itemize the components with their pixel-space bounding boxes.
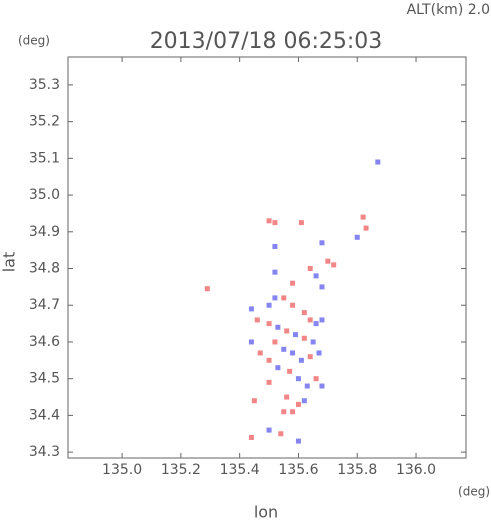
x-tick-label: 135.6 — [278, 462, 318, 478]
echo-point — [295, 438, 301, 444]
echo-point — [287, 368, 293, 374]
echo-point — [281, 409, 287, 415]
echo-point — [360, 214, 366, 220]
plot-frame — [67, 56, 467, 459]
echo-point — [251, 398, 257, 404]
y-tick-label: 34.5 — [29, 371, 60, 387]
echo-point — [248, 339, 254, 345]
y-tick-label: 34.4 — [29, 407, 60, 423]
y-axis-label: lat — [0, 252, 19, 273]
echo-point — [301, 310, 307, 316]
echo-point — [275, 324, 281, 330]
echo-point — [272, 243, 278, 249]
echo-point — [257, 350, 263, 356]
y-unit: (deg) — [18, 34, 50, 48]
x-tick-label: 135.8 — [337, 462, 377, 478]
echo-point — [281, 346, 287, 352]
echo-point — [316, 350, 322, 356]
echo-point — [310, 339, 316, 345]
echo-point — [319, 240, 325, 246]
echo-point — [301, 398, 307, 404]
echo-point — [301, 335, 307, 341]
echo-point — [248, 306, 254, 312]
echo-point — [298, 357, 304, 363]
chart-title: 2013/07/18 06:25:03 — [150, 29, 383, 54]
echo-point — [375, 159, 381, 165]
echo-point — [266, 357, 272, 363]
x-axis-label: lon — [254, 503, 278, 521]
echo-point — [298, 220, 304, 226]
echo-point — [319, 383, 325, 389]
echo-point — [248, 434, 254, 440]
y-tick-label: 35.0 — [29, 187, 60, 203]
echo-point — [319, 284, 325, 290]
echo-point — [290, 280, 296, 286]
echo-point — [272, 339, 278, 345]
echo-point — [284, 328, 290, 334]
echo-point — [319, 317, 325, 323]
x-unit: (deg) — [458, 485, 490, 499]
echo-point — [331, 262, 337, 268]
echo-point — [278, 431, 284, 437]
echo-point — [254, 317, 260, 323]
x-tick-label: 135.2 — [161, 462, 201, 478]
x-tick-label: 136.0 — [396, 462, 436, 478]
echo-point — [295, 401, 301, 407]
y-tick-label: 34.8 — [29, 261, 60, 277]
chart-subtitle: ALT(km) 2.0 — [407, 2, 490, 18]
echo-point — [307, 354, 313, 360]
echo-point — [295, 376, 301, 382]
y-tick-label: 34.7 — [29, 297, 60, 313]
echo-point — [275, 365, 281, 371]
y-tick-label: 34.6 — [29, 334, 60, 350]
echo-point — [290, 350, 296, 356]
y-tick-label: 34.9 — [29, 224, 60, 240]
x-tick-label: 135.0 — [102, 462, 142, 478]
echo-point — [293, 332, 299, 338]
echo-point — [266, 379, 272, 385]
echo-point — [266, 427, 272, 433]
echo-point — [290, 302, 296, 308]
echo-point — [266, 218, 272, 224]
echo-point — [307, 317, 313, 323]
echo-point — [290, 409, 296, 415]
echo-point — [313, 273, 319, 279]
echo-point — [204, 286, 210, 292]
y-tick-label: 35.1 — [29, 150, 60, 166]
echo-point — [272, 295, 278, 301]
echo-point — [313, 376, 319, 382]
echo-point — [266, 302, 272, 308]
echo-point — [307, 266, 313, 272]
echo-point — [325, 258, 331, 264]
echo-point — [304, 383, 310, 389]
echo-point — [272, 269, 278, 275]
x-tick-label: 135.4 — [220, 462, 260, 478]
y-tick-label: 35.3 — [29, 77, 60, 93]
echo-point — [363, 225, 369, 231]
echo-point — [272, 220, 278, 226]
echo-point — [313, 321, 319, 327]
y-tick-label: 34.3 — [29, 444, 60, 460]
echo-point — [266, 321, 272, 327]
echo-point — [284, 394, 290, 400]
y-tick-label: 35.2 — [29, 114, 60, 130]
echo-point — [281, 295, 287, 301]
echo-point — [354, 234, 360, 240]
